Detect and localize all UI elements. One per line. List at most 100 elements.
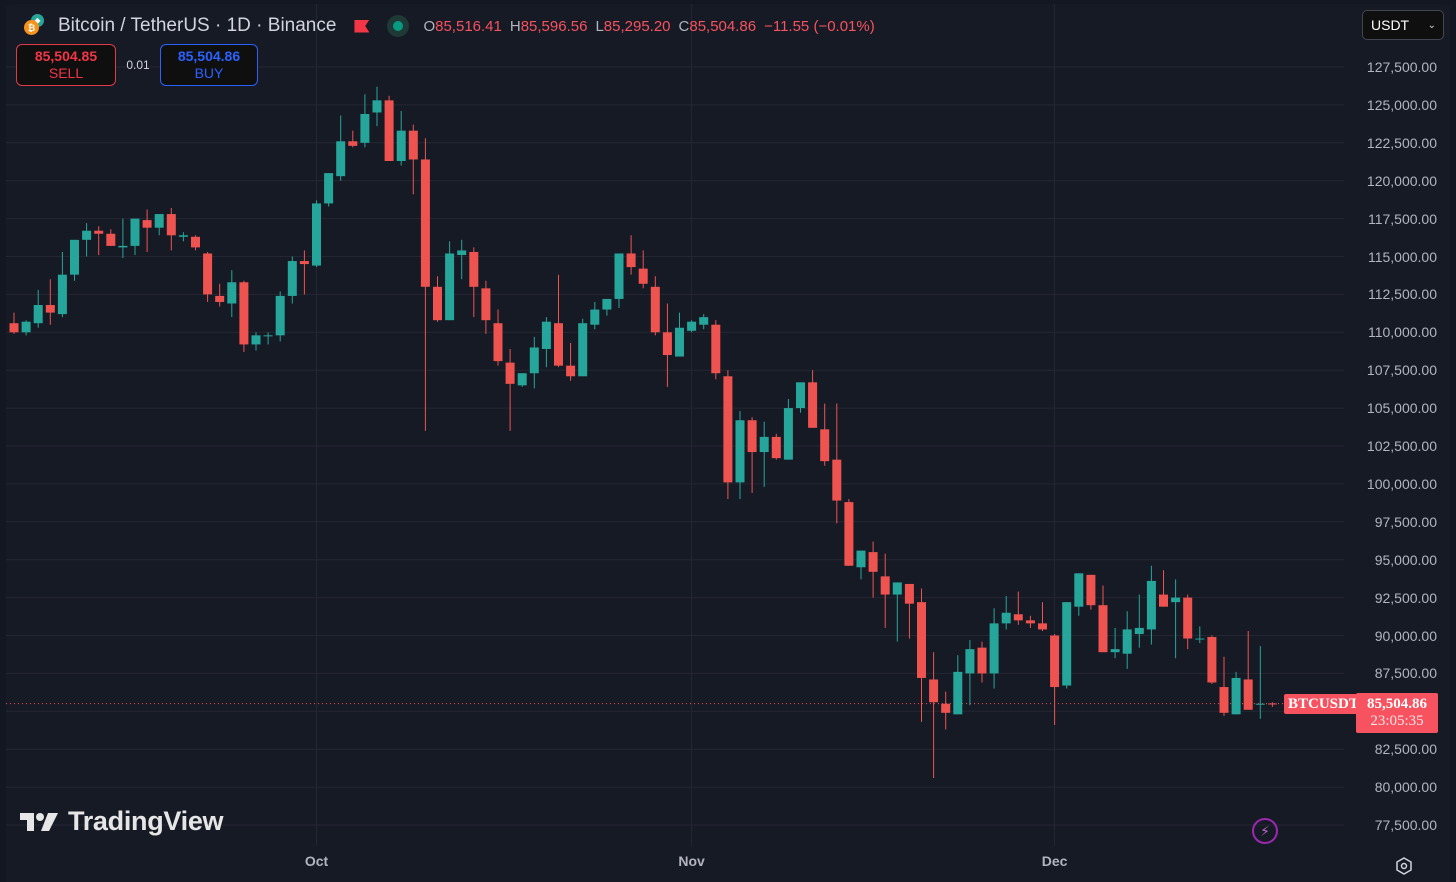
candle [578,318,588,377]
candle [687,320,697,333]
lightning-icon[interactable]: ⚡ [1252,818,1278,844]
buy-button[interactable]: 85,504.86 BUY [160,44,258,86]
tradingview-logo[interactable]: TradingView [20,806,224,837]
price-axis-label: 107,500.00 [1366,362,1437,379]
candle [251,332,261,351]
high-value: 85,596.56 [520,17,588,35]
low-value: 85,295.20 [603,17,671,35]
candle [263,332,273,345]
candle [529,336,539,389]
candle [130,218,140,255]
last-price-value: 85,504.86 [1367,696,1427,712]
candle [1183,594,1193,650]
candle [372,86,382,127]
candle [324,173,334,207]
candle [154,214,164,236]
close-label: C [678,17,690,35]
price-axis-label: 112,500.00 [1367,286,1437,303]
candle [917,588,926,722]
candle [1062,602,1072,689]
price-axis-label: 77,500.00 [1374,817,1437,833]
candle [348,130,358,148]
currency-select[interactable]: USDT ⌄ [1362,10,1444,40]
candle [1255,646,1265,719]
candle [929,652,939,779]
buy-price: 85,504.86 [177,48,241,64]
price-axis-label: 102,500.00 [1366,438,1437,454]
candle [941,691,951,730]
symbol-title[interactable]: Bitcoin / TetherUS · 1D · Binance [58,15,337,36]
bar-countdown: 23:05:35 [1370,713,1424,729]
sell-button[interactable]: 85,504.85 SELL [16,44,116,86]
candle [820,403,830,466]
candle [469,247,479,318]
price-axis-label: 100,000.00 [1366,475,1437,492]
candle [493,309,503,366]
candle [880,553,890,628]
high-label: H [509,17,521,35]
candle [45,279,55,325]
candle [445,241,455,321]
candle [1243,630,1253,710]
candle [977,641,987,683]
candle [287,256,297,304]
candle [433,276,442,322]
candle [965,640,975,706]
candle [541,317,551,368]
time-axis-label: Nov [678,853,705,869]
candle [638,250,648,289]
candle [94,226,104,255]
market-status-icon[interactable] [387,15,410,37]
low-label: L [595,17,604,35]
price-axis-label: 92,500.00 [1374,589,1437,606]
price-axis-label: 125,000.00 [1366,96,1437,113]
candle [239,280,249,353]
symbol-price-tag: BTCUSDT [1284,694,1363,714]
candle [735,411,745,500]
candle [118,218,128,259]
candle [1025,615,1035,628]
candle [868,541,878,598]
candle [1013,591,1023,625]
price-axis-label: 97,500.00 [1374,513,1437,530]
spread-value: 0.01 [126,58,150,72]
candle [21,320,31,336]
flag-icon[interactable] [354,19,370,33]
time-axis-label: Dec [1041,853,1068,869]
candle [771,433,781,460]
candle [723,370,733,500]
settings-hexagon-icon[interactable] [1394,856,1414,876]
price-axis-label: 120,000.00 [1366,172,1437,189]
symbol-legend: ◆ ₿ Bitcoin / TetherUS · 1D · Binance O8… [24,14,875,38]
sell-price: 85,504.85 [34,48,98,64]
candle [614,253,624,309]
price-axis-label: 127,500.00 [1366,59,1437,75]
candle [759,421,769,487]
chart-panel[interactable]: ◆ ₿ Bitcoin / TetherUS · 1D · Binance O8… [6,4,1450,882]
candle [904,583,914,639]
candlestick-chart[interactable] [6,4,1450,882]
candle [420,138,430,431]
candle [142,209,152,252]
candle [808,370,818,428]
candle [33,289,43,328]
candle [1159,570,1168,607]
candle [1110,627,1120,659]
candle [336,115,346,181]
candle [1134,594,1144,648]
candle [505,348,515,431]
last-price-label: 85,504.86 23:05:35 [1356,693,1438,733]
candle [1146,565,1156,645]
candle [82,223,92,257]
candle [1038,602,1047,631]
candle [1086,574,1096,610]
candle [312,200,321,268]
chevron-down-icon: ⌄ [1427,19,1436,31]
candle [699,314,709,330]
candle [832,403,842,524]
price-axis-label: 87,500.00 [1374,665,1437,682]
candle [106,229,116,246]
candle [215,283,225,307]
sell-label: SELL [48,65,84,81]
candle [844,499,854,566]
